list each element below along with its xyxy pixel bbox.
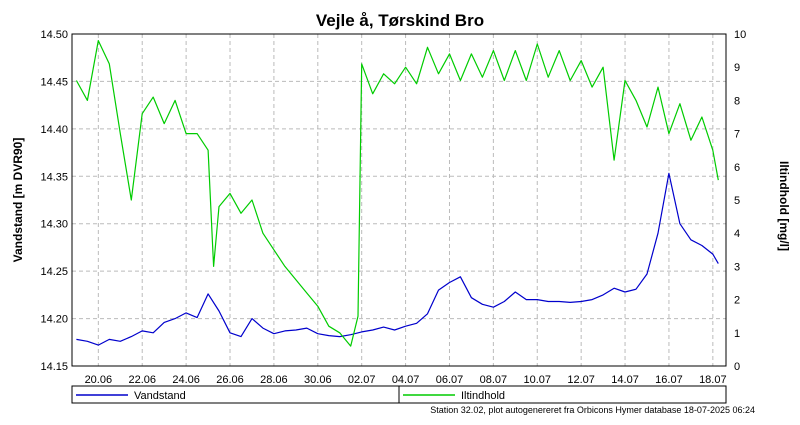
x-tick-label: 26.06 (216, 374, 244, 386)
y-right-label: Iltindhold [mg/l] (777, 161, 791, 251)
plot-area (71, 33, 727, 367)
legend-label-iltindhold: Iltindhold (461, 390, 505, 402)
x-tick-label: 12.07 (567, 374, 595, 386)
y-right-tick-label: 0 (734, 361, 740, 373)
x-tick-label: 08.07 (480, 374, 508, 386)
series-line-iltindhold (75, 39, 719, 347)
x-tick-label: 10.07 (523, 374, 551, 386)
x-tick-label: 28.06 (260, 374, 288, 386)
y-left-label: Vandstand [m DVR90] (11, 138, 25, 263)
y-left-ticks: 14.15 14.20 14.25 14.30 14.35 14.40 14.45 14.50 (40, 29, 68, 373)
legend-label-vandstand: Vandstand (134, 390, 186, 402)
x-tick-label: 02.07 (348, 374, 376, 386)
y-left-tick-label: 14.20 (40, 314, 68, 326)
y-right-tick-label: 8 (734, 95, 740, 107)
x-tick-label: 06.07 (436, 374, 464, 386)
y-left-tick-label: 14.15 (40, 361, 68, 373)
y-right-tick-label: 1 (734, 328, 740, 340)
chart-title: Vejle å, Tørskind Bro (316, 11, 484, 30)
y-right-tick-label: 4 (734, 228, 740, 240)
x-tick-label: 14.07 (611, 374, 639, 386)
footer-note: Station 32.02, plot autogenereret fra Or… (430, 405, 755, 415)
x-tick-label: 04.07 (392, 374, 420, 386)
y-right-tick-label: 7 (734, 129, 740, 141)
y-left-tick-label: 14.35 (40, 171, 68, 183)
y-right-tick-label: 10 (734, 29, 746, 41)
y-left-tick-label: 14.30 (40, 219, 68, 231)
y-left-tick-label: 14.50 (40, 29, 68, 41)
y-right-tick-label: 3 (734, 261, 740, 273)
y-left-tick-label: 14.45 (40, 76, 68, 88)
x-tick-label: 16.07 (655, 374, 683, 386)
y-left-tick-label: 14.40 (40, 124, 68, 136)
y-right-tick-label: 2 (734, 295, 740, 307)
series-layer (75, 39, 719, 347)
y-left-tick-label: 14.25 (40, 266, 68, 278)
series-line-vandstand (76, 172, 719, 346)
legend: Vandstand Iltindhold (71, 385, 727, 404)
grid (72, 34, 726, 366)
x-tick-label: 20.06 (85, 374, 113, 386)
y-right-tick-label: 6 (734, 162, 740, 174)
y-right-tick-label: 9 (734, 62, 740, 74)
x-tick-label: 18.07 (699, 374, 727, 386)
x-ticks: 20.06 22.06 24.06 26.06 28.06 30.06 02.07 04.07… (85, 374, 727, 386)
x-tick-label: 30.06 (304, 374, 332, 386)
x-tick-label: 24.06 (172, 374, 200, 386)
y-right-ticks: 0 1 2 3 4 5 6 7 8 9 10 (734, 29, 746, 373)
x-tick-label: 22.06 (128, 374, 156, 386)
y-right-tick-label: 5 (734, 195, 740, 207)
